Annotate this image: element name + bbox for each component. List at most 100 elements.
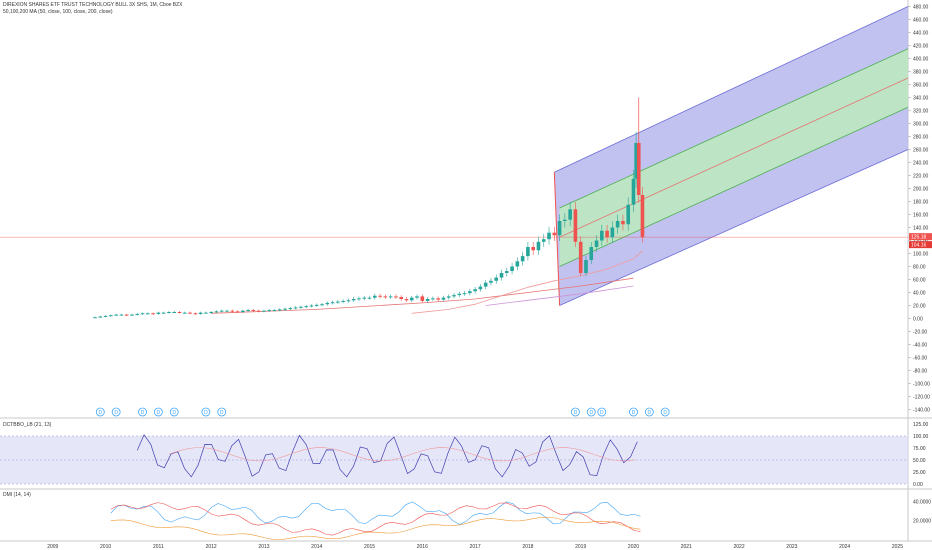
candle bbox=[119, 314, 124, 316]
candle bbox=[188, 312, 192, 314]
svg-text:D: D bbox=[574, 410, 578, 416]
dividend-event-icon: D bbox=[95, 407, 105, 417]
candle bbox=[531, 247, 535, 251]
channel-inner-lower-line bbox=[559, 106, 909, 267]
candle bbox=[457, 293, 462, 296]
x-tick-label: 2014 bbox=[311, 544, 322, 550]
candle bbox=[626, 204, 631, 225]
candle bbox=[552, 232, 557, 236]
candle bbox=[446, 296, 451, 298]
y-tick-label: -120.00 bbox=[913, 394, 930, 400]
candle bbox=[610, 227, 615, 238]
y-tick-label: 340.00 bbox=[913, 95, 929, 101]
candle bbox=[388, 296, 393, 298]
candle bbox=[351, 299, 356, 301]
candle bbox=[98, 316, 103, 318]
candle bbox=[536, 241, 541, 251]
osc-tick-label: 75.00 bbox=[913, 446, 926, 452]
candle bbox=[441, 297, 446, 300]
y-tick-label: -100.00 bbox=[913, 381, 930, 387]
candle bbox=[246, 310, 250, 312]
osc-indicator-title: DCTBBO_LB (21, 13) bbox=[3, 422, 52, 428]
last-price-label: 125.18 bbox=[911, 235, 927, 241]
y-tick-label: 220.00 bbox=[913, 173, 929, 179]
x-tick-label: 2024 bbox=[839, 544, 850, 550]
x-tick-label: 2018 bbox=[522, 544, 533, 550]
dmi-adx-line bbox=[110, 516, 641, 540]
x-tick-label: 2009 bbox=[47, 544, 58, 550]
dividend-event-icon: D bbox=[571, 407, 580, 417]
candle bbox=[267, 310, 272, 312]
candle bbox=[156, 312, 161, 314]
candle bbox=[621, 221, 625, 225]
candle bbox=[483, 282, 488, 287]
y-tick-label: 260.00 bbox=[913, 147, 929, 153]
svg-text:D: D bbox=[114, 410, 118, 416]
y-tick-label: 360.00 bbox=[913, 82, 929, 88]
y-tick-label: 380.00 bbox=[913, 69, 929, 75]
candle bbox=[600, 230, 604, 241]
y-tick-label: 60.00 bbox=[913, 277, 926, 283]
candle bbox=[235, 311, 240, 313]
y-tick-label: -40.00 bbox=[913, 342, 927, 348]
candle bbox=[499, 273, 504, 278]
candle bbox=[510, 266, 514, 272]
candle bbox=[219, 310, 224, 312]
x-tick-label: 2015 bbox=[364, 544, 375, 550]
x-tick-label: 2021 bbox=[681, 544, 692, 550]
channel-inner-upper-line bbox=[559, 48, 909, 209]
y-tick-label: -20.00 bbox=[913, 329, 927, 335]
candle bbox=[193, 313, 198, 315]
dividend-event-icon: D bbox=[586, 407, 596, 417]
candle bbox=[557, 221, 562, 236]
y-tick-label: 240.00 bbox=[913, 160, 929, 166]
x-tick-label: 2012 bbox=[206, 544, 217, 550]
candle bbox=[362, 297, 367, 299]
svg-text:D: D bbox=[204, 410, 208, 416]
candle bbox=[256, 310, 261, 312]
candle bbox=[367, 297, 372, 299]
candle bbox=[615, 221, 620, 228]
channel-outer-lower-line bbox=[559, 149, 909, 306]
candle bbox=[114, 314, 118, 316]
candle bbox=[378, 295, 382, 297]
candle bbox=[420, 296, 425, 301]
candle bbox=[373, 295, 377, 298]
dividend-event-icon: D bbox=[153, 407, 163, 417]
candle bbox=[605, 230, 609, 238]
svg-text:D: D bbox=[589, 410, 593, 416]
y-tick-label: 180.00 bbox=[913, 199, 929, 205]
candle bbox=[293, 307, 298, 309]
candle bbox=[262, 310, 266, 312]
candle bbox=[214, 311, 219, 313]
x-tick-label: 2011 bbox=[153, 544, 164, 550]
svg-text:D: D bbox=[600, 410, 604, 416]
y-tick-label: -80.00 bbox=[913, 368, 927, 374]
x-tick-label: 2025 bbox=[892, 544, 903, 550]
candle bbox=[299, 306, 303, 308]
candle bbox=[161, 312, 166, 314]
dividend-event-icon: D bbox=[644, 407, 654, 417]
y-tick-label: 300.00 bbox=[913, 121, 929, 127]
dividend-event-icon: D bbox=[169, 407, 179, 417]
ma-price-label: 104.16 bbox=[911, 243, 927, 249]
candle bbox=[124, 314, 129, 316]
dividend-event-icon: D bbox=[597, 407, 607, 417]
candle bbox=[277, 309, 282, 311]
ma50-line bbox=[411, 250, 643, 314]
y-tick-label: 140.00 bbox=[913, 225, 929, 231]
x-tick-label: 2022 bbox=[734, 544, 745, 550]
candle bbox=[563, 219, 567, 221]
candle bbox=[568, 209, 572, 220]
candle bbox=[399, 297, 404, 299]
ma200-line bbox=[485, 285, 634, 306]
svg-text:D: D bbox=[663, 410, 667, 416]
candle bbox=[541, 239, 546, 242]
candle bbox=[140, 313, 145, 315]
candle bbox=[504, 271, 509, 273]
svg-text:D: D bbox=[172, 410, 176, 416]
svg-text:D: D bbox=[220, 410, 224, 416]
candle bbox=[640, 195, 645, 238]
svg-text:D: D bbox=[632, 410, 636, 416]
